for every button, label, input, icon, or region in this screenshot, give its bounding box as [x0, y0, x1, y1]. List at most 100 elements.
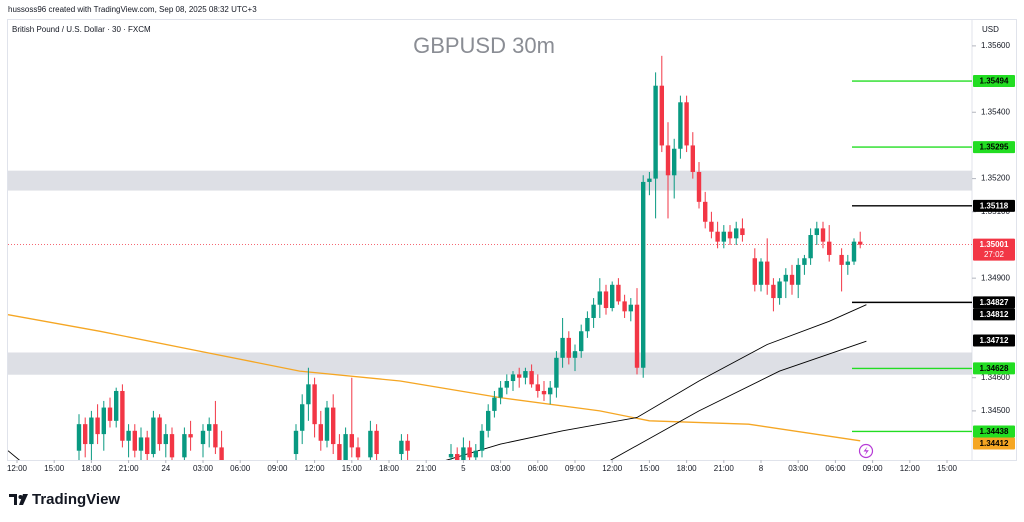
candle-body [182, 434, 187, 458]
candle-body [151, 417, 156, 455]
candle-body [752, 258, 758, 285]
y-tick-label: 1.35400 [981, 107, 1010, 116]
y-tick-label: 1.35600 [981, 41, 1010, 50]
candle-body [597, 291, 603, 305]
x-tick-label: 12:00 [7, 464, 28, 473]
moving-average [8, 340, 867, 460]
candle-body [535, 384, 541, 391]
x-tick-label: 12:00 [900, 464, 921, 473]
level-label: 1.34712 [980, 336, 1009, 345]
level-label-box [973, 308, 1015, 321]
x-tick-label: 21:00 [416, 464, 437, 473]
candle-body [330, 407, 336, 445]
brand-logo [9, 494, 28, 505]
candle-body [349, 434, 354, 448]
candle-body [399, 440, 404, 455]
level-label-box [973, 334, 1015, 347]
candle-body [138, 437, 144, 451]
candle-body [95, 417, 100, 435]
candle-body [610, 284, 615, 309]
candle-body [89, 417, 94, 445]
candle-body [144, 437, 150, 455]
candle-body [206, 424, 212, 431]
candle-body [541, 390, 547, 395]
candle-body [641, 181, 646, 368]
candle-body [126, 430, 131, 441]
candle-body [566, 337, 572, 358]
candle-body [634, 304, 640, 368]
candle-body [653, 85, 658, 179]
level-label-box [973, 199, 1015, 212]
x-tick-label: 03:00 [788, 464, 809, 473]
moving-average [8, 314, 861, 442]
x-tick-label: 06:00 [528, 464, 549, 473]
candle-body [113, 390, 119, 421]
candle-body [703, 201, 708, 222]
level-label: 1.35118 [980, 201, 1009, 210]
x-tick-label: 06:00 [230, 464, 251, 473]
candle-body [572, 351, 578, 358]
candle-body [486, 410, 491, 431]
x-tick-label: 09:00 [863, 464, 884, 473]
chart-frame [7, 19, 1017, 461]
candle-body [808, 235, 813, 259]
candle-body [337, 444, 342, 460]
x-tick-label: 15:00 [937, 464, 958, 473]
candle-body [758, 261, 764, 285]
candle-body [827, 241, 832, 255]
candle-body [510, 374, 516, 382]
candle-body [82, 424, 88, 445]
candle-body [554, 357, 559, 388]
candle-body [213, 424, 218, 448]
candle-body [802, 258, 807, 265]
candle-body [492, 397, 497, 411]
last-price-label: 1.35001 [980, 240, 1009, 249]
candle-body [200, 430, 206, 445]
candle-body [157, 417, 162, 445]
x-tick-label: 18:00 [81, 464, 102, 473]
candle-body [740, 228, 745, 236]
level-label-box [973, 425, 1015, 438]
candle-body [678, 102, 683, 149]
price-axis: 1.356001.354001.352001.351001.349001.346… [972, 41, 1015, 450]
level-label-box [973, 141, 1015, 154]
candle-body [622, 301, 627, 312]
candle-body [368, 430, 373, 458]
last-price-box [973, 238, 1015, 261]
candle-body [120, 390, 125, 441]
candle-body [188, 434, 193, 438]
candle-body [343, 434, 348, 460]
candle-body [448, 454, 454, 458]
y-tick-label: 1.35200 [981, 174, 1010, 183]
candle-body [76, 424, 82, 451]
candle-body [709, 221, 714, 232]
level-label: 1.35295 [980, 143, 1009, 152]
currency: USD [982, 25, 999, 34]
candle-body [771, 284, 776, 299]
candle-body [734, 228, 739, 239]
level-label-box [973, 75, 1015, 88]
candle-body [461, 447, 466, 460]
candle-body [324, 407, 330, 441]
zone [8, 352, 972, 375]
level-label-box [973, 296, 1015, 309]
candle-body [659, 85, 665, 146]
candle-body [647, 178, 652, 182]
x-tick-label: 18:00 [677, 464, 698, 473]
candle-body [765, 261, 770, 285]
candle-body [603, 291, 609, 309]
candle-body [665, 145, 671, 176]
candle-body [858, 241, 863, 245]
y-tick-label: 1.34500 [981, 406, 1010, 415]
x-tick-label: 12:00 [602, 464, 623, 473]
candle-body [299, 404, 305, 431]
chart-title: GBPUSD 30m [413, 33, 555, 58]
candle-body [318, 424, 323, 441]
x-tick-label: 21:00 [714, 464, 735, 473]
candle-body [405, 440, 410, 451]
candle-body [498, 387, 503, 398]
candle-body [101, 407, 106, 435]
candle-body [529, 371, 534, 385]
candle-body [517, 374, 522, 378]
candle-body [467, 447, 472, 458]
